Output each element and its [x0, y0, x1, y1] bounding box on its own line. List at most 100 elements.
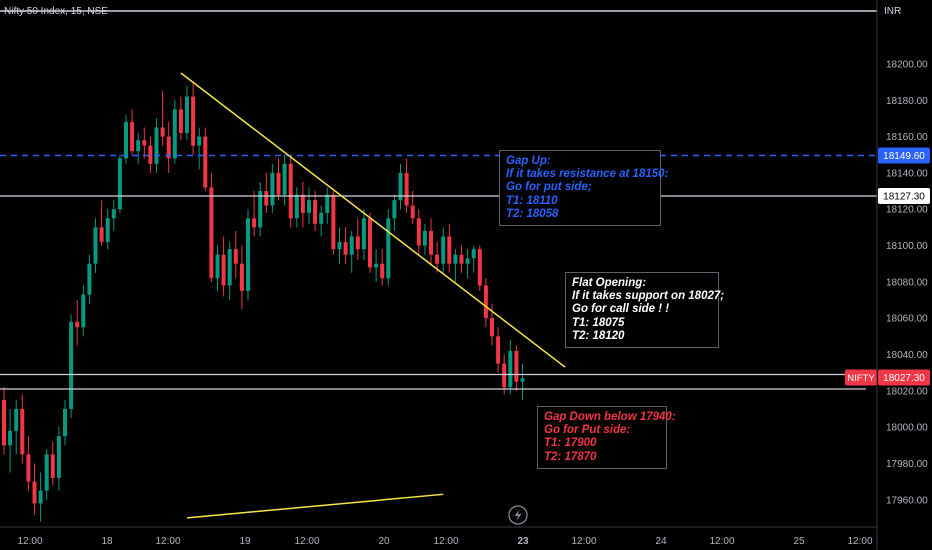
candle[interactable] — [392, 194, 397, 232]
price-axis[interactable]: 17960.00 17980.00 18000.00 18020.00 18040.00… — [886, 59, 928, 506]
candle[interactable] — [422, 223, 427, 255]
lightning-icon[interactable] — [508, 505, 528, 525]
candle[interactable] — [368, 212, 372, 273]
candle[interactable] — [32, 463, 37, 515]
candle[interactable] — [38, 472, 43, 522]
time-axis[interactable]: 12:00 18 12:00 19 12:00 20 12:00 23 12:00 24 12:00… — [17, 536, 872, 547]
candle[interactable] — [185, 85, 189, 141]
candle[interactable] — [166, 122, 171, 173]
candle[interactable] — [227, 241, 232, 301]
candle[interactable] — [87, 254, 92, 304]
candle[interactable] — [355, 218, 360, 261]
candle[interactable] — [496, 327, 501, 373]
candle[interactable] — [81, 285, 86, 337]
candle[interactable] — [69, 314, 74, 419]
trendline[interactable] — [186, 493, 444, 519]
candle[interactable] — [471, 245, 476, 273]
candle[interactable] — [117, 154, 122, 213]
candle[interactable] — [343, 227, 348, 264]
candle[interactable] — [477, 245, 482, 291]
candle[interactable] — [93, 218, 98, 273]
gap-down-note[interactable]: Gap Down below 17940: Go for Put side: T… — [537, 406, 676, 469]
candle[interactable] — [483, 278, 488, 328]
candle[interactable] — [520, 363, 525, 400]
candle[interactable] — [14, 399, 19, 455]
candle[interactable] — [294, 187, 299, 228]
candle[interactable] — [130, 109, 135, 155]
candle[interactable] — [270, 163, 275, 213]
candle[interactable] — [319, 205, 324, 237]
candle[interactable] — [313, 191, 318, 232]
candle[interactable] — [142, 127, 147, 159]
candle[interactable] — [331, 191, 336, 255]
candle[interactable] — [124, 114, 128, 164]
candle[interactable] — [374, 249, 379, 282]
candle[interactable] — [215, 245, 220, 291]
candle[interactable] — [453, 249, 458, 282]
candle[interactable] — [63, 399, 67, 446]
candle[interactable] — [459, 245, 464, 273]
candle[interactable] — [56, 427, 61, 491]
candle[interactable] — [264, 172, 269, 213]
flat-opening-title: Flat Opening: — [572, 277, 647, 289]
candle[interactable] — [514, 345, 519, 391]
candle[interactable] — [111, 200, 116, 232]
candle[interactable] — [191, 82, 196, 155]
flat-opening-note[interactable]: Flat Opening: If it takes support on 180… — [565, 272, 724, 349]
y-tick-label: 18020.00 — [886, 386, 928, 397]
candle[interactable] — [148, 136, 153, 173]
gap-up-note[interactable]: Gap Up: If it takes resistance at 18150:… — [499, 150, 668, 227]
candle[interactable] — [398, 163, 403, 210]
candle[interactable] — [136, 132, 141, 164]
candle[interactable] — [276, 158, 281, 201]
currency-label[interactable]: INR — [884, 6, 902, 17]
candle[interactable] — [404, 158, 409, 213]
candle[interactable] — [44, 448, 49, 500]
candle[interactable] — [203, 127, 208, 192]
candle[interactable] — [178, 96, 183, 141]
candle[interactable] — [172, 100, 177, 164]
candle[interactable] — [337, 227, 342, 264]
candle[interactable] — [435, 241, 440, 273]
candle[interactable] — [50, 441, 55, 486]
candle[interactable] — [2, 387, 6, 455]
candle[interactable] — [233, 231, 238, 279]
candle[interactable] — [300, 181, 305, 228]
candle[interactable] — [416, 209, 421, 255]
candle[interactable] — [386, 209, 391, 286]
candle[interactable] — [209, 172, 214, 282]
gap-up-line-4: T2: 18058 — [506, 207, 559, 220]
candle[interactable] — [325, 187, 330, 224]
candle[interactable] — [246, 209, 250, 301]
candle[interactable] — [447, 223, 452, 273]
candle[interactable] — [349, 231, 354, 273]
candle[interactable] — [160, 91, 165, 146]
candle[interactable] — [239, 245, 244, 310]
candle[interactable] — [8, 408, 13, 473]
candle[interactable] — [75, 300, 80, 346]
candle[interactable] — [508, 339, 513, 395]
candle[interactable] — [282, 154, 287, 206]
candle[interactable] — [221, 236, 226, 297]
candle[interactable] — [380, 249, 385, 286]
candle[interactable] — [258, 181, 263, 237]
candle[interactable] — [252, 191, 257, 237]
candle[interactable] — [441, 227, 446, 273]
candle[interactable] — [99, 200, 104, 246]
candle[interactable] — [26, 436, 31, 491]
gap-up-title: Gap Up: — [506, 155, 551, 167]
candle[interactable] — [154, 118, 159, 173]
trendline[interactable] — [180, 72, 566, 368]
candle[interactable] — [429, 218, 433, 264]
candle[interactable] — [105, 209, 110, 250]
candle[interactable] — [20, 394, 25, 464]
candle[interactable] — [361, 209, 366, 261]
candle[interactable] — [197, 127, 202, 170]
candle[interactable] — [307, 187, 311, 224]
candle[interactable] — [288, 154, 293, 228]
horizontal-lines — [0, 154, 877, 390]
candle[interactable] — [465, 249, 470, 279]
gap-up-line-2: Go for put side; — [506, 181, 592, 194]
x-tick-label: 23 — [517, 536, 529, 547]
